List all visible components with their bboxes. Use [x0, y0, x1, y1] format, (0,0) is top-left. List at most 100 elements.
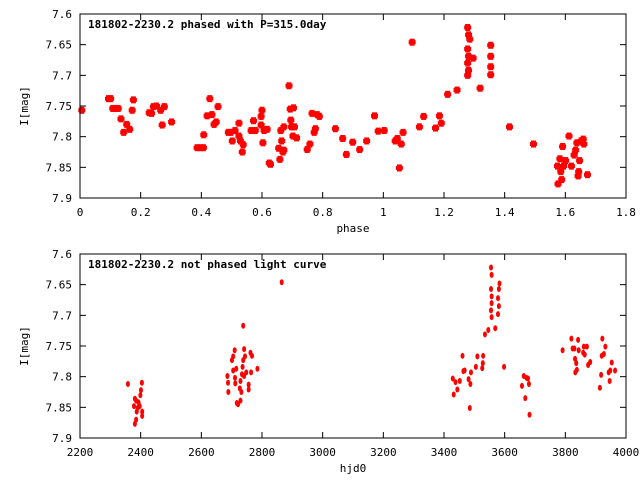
data-point	[526, 375, 531, 382]
data-point	[526, 381, 531, 388]
data-point	[613, 367, 618, 374]
data-point-bar	[437, 121, 445, 126]
data-point-bar	[126, 127, 134, 132]
data-point-bar	[395, 165, 403, 170]
data-point-bar	[258, 108, 266, 113]
data-point-bar	[78, 108, 86, 113]
x-tick-label: 1.8	[616, 206, 636, 219]
data-point-bar	[308, 111, 316, 116]
x-tick-label: 0.4	[191, 206, 211, 219]
data-point-bar	[342, 152, 350, 157]
data-point-bar	[565, 134, 573, 139]
data-point-bar	[444, 92, 452, 97]
data-point-bar	[277, 128, 285, 133]
data-point-bar	[576, 158, 584, 163]
data-point-bar	[280, 148, 288, 153]
data-point-bar	[529, 142, 537, 147]
data-point-bar	[580, 142, 588, 147]
x-tick-label: 3000	[309, 446, 336, 459]
data-point	[233, 374, 238, 381]
data-point	[450, 375, 455, 382]
data-point-bar	[487, 72, 495, 77]
data-point-bar	[464, 61, 472, 66]
data-point	[481, 352, 486, 359]
data-point-bar	[399, 130, 407, 135]
data-point	[244, 369, 249, 376]
data-point-bar	[266, 162, 274, 167]
data-point-bar	[239, 142, 247, 147]
data-point-bar	[120, 130, 128, 135]
data-point-bar	[276, 157, 284, 162]
data-point	[581, 343, 586, 350]
data-point-bar	[487, 54, 495, 59]
data-point-bar	[128, 108, 136, 113]
data-point-bar	[579, 137, 587, 142]
data-point-bar	[212, 119, 220, 124]
data-point-bar	[259, 140, 267, 145]
data-point	[125, 381, 130, 388]
data-point-bar	[250, 118, 258, 123]
data-point-bar	[363, 138, 371, 143]
x-axis-label: hjd0	[340, 462, 367, 475]
data-point	[493, 325, 498, 332]
data-point-bar	[303, 147, 311, 152]
data-point	[140, 408, 145, 415]
data-point-bar	[208, 112, 216, 117]
data-point	[226, 389, 231, 395]
x-tick-label: 4000	[613, 446, 640, 459]
data-point-bar	[567, 164, 575, 169]
data-point	[496, 303, 501, 310]
data-point-bar	[275, 146, 283, 151]
data-point	[473, 363, 478, 370]
data-point	[495, 295, 500, 302]
data-point	[226, 379, 231, 386]
data-point-bar	[420, 114, 428, 119]
data-point-bar	[289, 134, 297, 139]
data-point	[240, 363, 245, 370]
x-tick-label: 0.2	[131, 206, 151, 219]
data-point-bar	[227, 130, 235, 135]
data-point	[574, 366, 579, 373]
data-point-bar	[193, 145, 201, 150]
data-point-bar	[487, 64, 495, 69]
data-point	[242, 346, 247, 353]
data-point	[467, 404, 472, 411]
data-point	[231, 353, 236, 360]
data-point	[138, 392, 143, 399]
data-point-bar	[487, 43, 495, 48]
data-point-bar	[465, 32, 473, 37]
data-point	[246, 381, 251, 388]
x-tick-label: 1.2	[434, 206, 454, 219]
data-point-bar	[559, 144, 567, 149]
data-point	[489, 271, 494, 278]
data-point-bar	[214, 104, 222, 109]
data-point	[601, 350, 606, 357]
y-tick-label: 7.8	[52, 131, 72, 144]
data-point-bar	[469, 56, 477, 61]
data-point	[574, 360, 579, 367]
data-point	[453, 379, 458, 386]
data-point-bar	[356, 147, 364, 152]
data-point-bar	[397, 142, 405, 147]
x-tick-label: 3800	[552, 446, 579, 459]
data-point-bar	[556, 156, 564, 161]
data-point-bar	[408, 40, 416, 45]
data-point-bar	[339, 136, 347, 141]
data-point	[523, 395, 528, 402]
data-point	[489, 285, 494, 292]
x-tick-label: 0.6	[252, 206, 272, 219]
data-point-bar	[238, 150, 246, 154]
data-point	[489, 264, 494, 271]
chart-panel-2: 2200 2400 2600 2800 3000 3200 3400 3600 3800 4000…	[18, 248, 639, 475]
data-point	[489, 300, 494, 307]
data-point-bar	[380, 128, 388, 133]
data-point	[238, 397, 243, 404]
x-tick-label: 1.6	[555, 206, 575, 219]
y-axis-label: I[mag]	[18, 326, 31, 366]
data-point-bar	[432, 126, 440, 131]
data-point	[233, 380, 238, 387]
data-point-bar	[573, 140, 581, 145]
data-point	[246, 386, 251, 393]
data-point	[238, 377, 243, 384]
data-point-bar	[557, 169, 565, 174]
